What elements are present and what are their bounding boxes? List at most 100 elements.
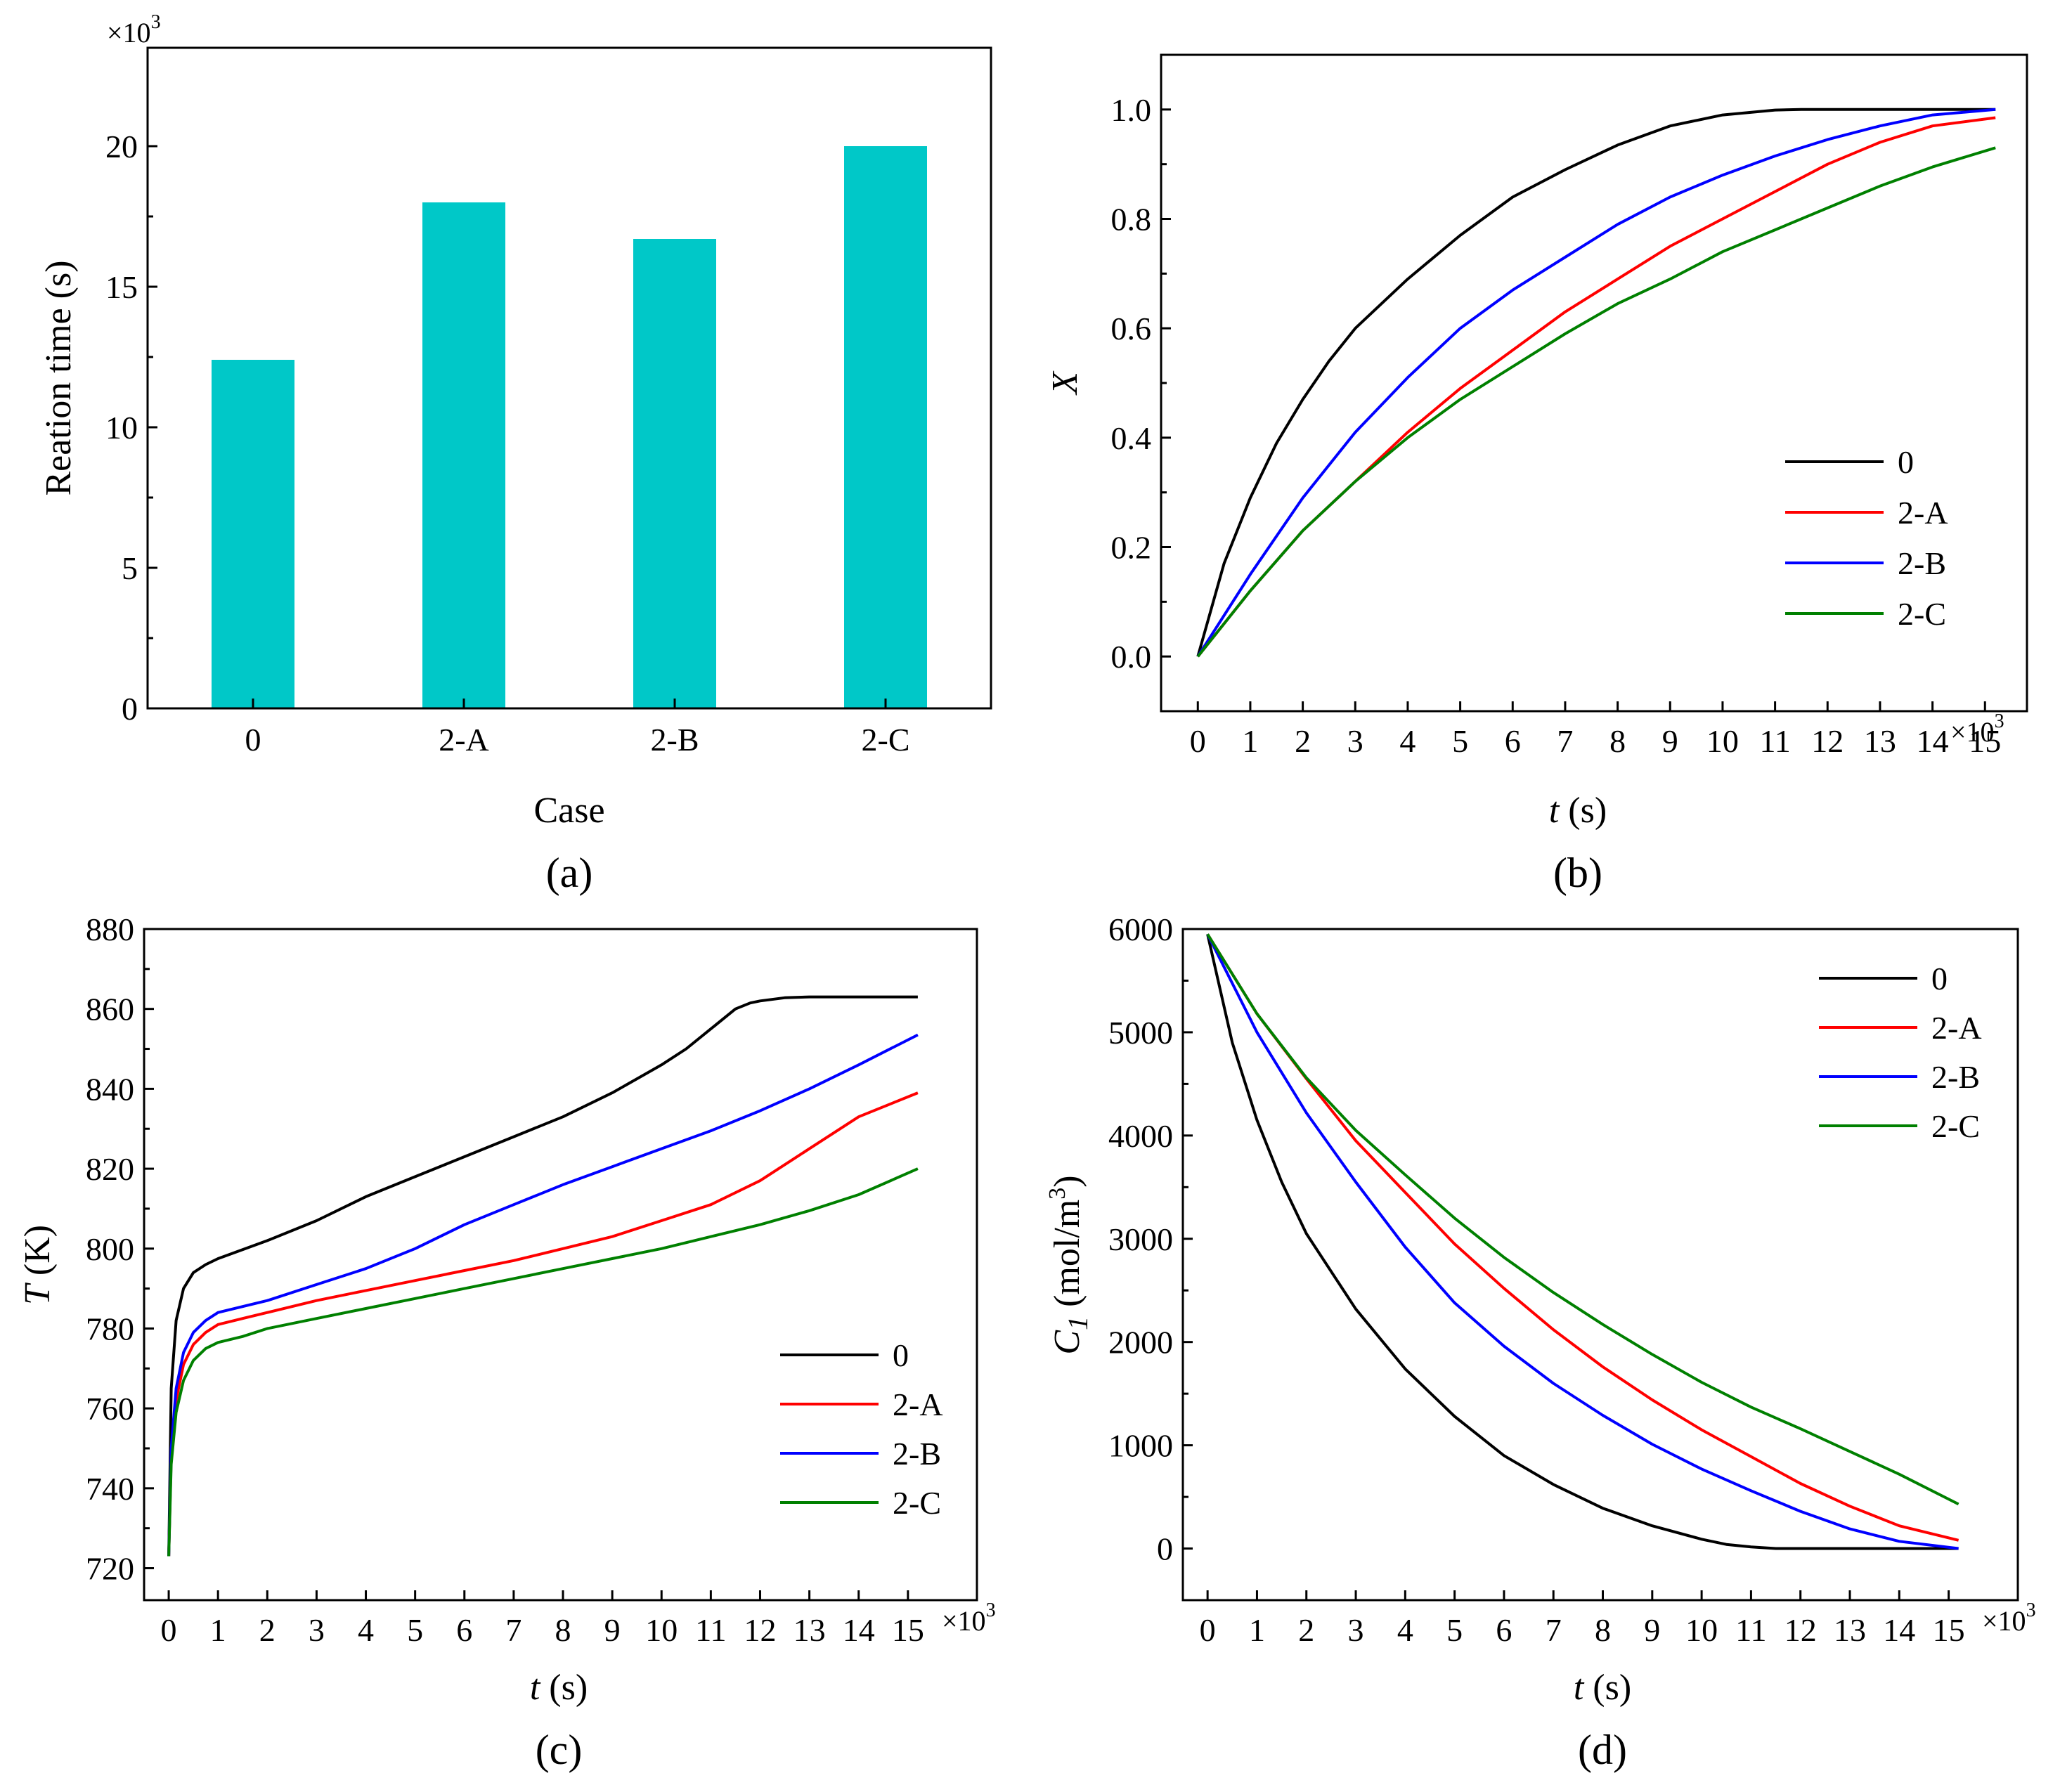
x-tick-label: 6 (456, 1612, 472, 1648)
series-line-2-A (167, 1091, 919, 1557)
x-tick-label: 14 (1917, 723, 1949, 759)
legend-label-2-A: 2-A (893, 1387, 943, 1422)
x-tick-label: 8 (1609, 723, 1626, 759)
legend-label-2-A: 2-A (1931, 1010, 1982, 1046)
y-tick-label: 4000 (1108, 1118, 1173, 1154)
y-tick-label: 0.2 (1111, 530, 1152, 566)
bar-series (212, 146, 927, 708)
y-axis-title: X (1045, 370, 1085, 396)
y-tick-label: 0.0 (1111, 639, 1152, 675)
x-tick-label: 4 (1397, 1612, 1413, 1648)
x-tick-label: 0 (1200, 1612, 1216, 1648)
y-tick-label: 740 (86, 1471, 134, 1507)
y-tick-label: 720 (86, 1551, 134, 1587)
y-tick-label: 0 (122, 691, 138, 727)
x-tick-label: 2 (1298, 1612, 1314, 1648)
y-axis-title: C1 (mol/m3) (1044, 1175, 1094, 1354)
bar-2-C (844, 146, 927, 708)
x-tick-label: 2 (1295, 723, 1311, 759)
x-tick-label: 15 (1969, 723, 2001, 759)
series-line-0 (167, 995, 918, 1557)
x-tick-label: 10 (645, 1612, 678, 1648)
legend: 0 2-A 2-B 2-C (1819, 961, 1982, 1144)
x-tick-label: 0 (1190, 723, 1206, 759)
x-tick-label: 2-C (862, 722, 910, 758)
y-tick-label: 0.6 (1111, 311, 1152, 346)
y-tick-label: 2000 (1108, 1325, 1173, 1361)
bar-2-A (422, 202, 505, 708)
x-tick-label: 11 (1759, 723, 1790, 759)
series-line-2-A (1196, 116, 1996, 658)
bar-2-B (633, 239, 716, 708)
y-tick-label: 5000 (1108, 1015, 1173, 1051)
y-axis: 0 5 10 15 20 (105, 129, 157, 727)
panel-label-a: (a) (546, 850, 593, 896)
line-series-group (167, 995, 919, 1557)
plot-frame (143, 928, 978, 1602)
y-tick-label: 20 (105, 129, 138, 164)
legend-label-0: 0 (893, 1337, 909, 1373)
x-tick-label: 12 (1784, 1612, 1817, 1648)
bar-0 (212, 360, 294, 708)
legend-label-0: 0 (1931, 961, 1948, 996)
legend-label-2-C: 2-C (893, 1485, 941, 1521)
legend-label-2-B: 2-B (1931, 1059, 1980, 1095)
series-line-2-C (1196, 146, 1996, 658)
x-axis: 0 2-A 2-B 2-C (245, 699, 910, 758)
x-tick-label: 0 (245, 722, 261, 758)
x-tick-label: 4 (358, 1612, 374, 1648)
y-tick-label: 840 (86, 1071, 134, 1107)
y-tick-label: 880 (86, 911, 134, 947)
y-tick-label: 3000 (1108, 1221, 1173, 1257)
x-multiplier-label: ×103 (942, 1599, 996, 1637)
x-tick-label: 3 (1348, 1612, 1364, 1648)
y-axis: 0 1000 2000 3000 4000 5000 6000 (1108, 911, 1193, 1567)
x-tick-label: 13 (1864, 723, 1896, 759)
legend-label-2-C: 2-C (1898, 596, 1946, 632)
x-tick-label: 6 (1505, 723, 1521, 759)
x-tick-label: 14 (1883, 1612, 1915, 1648)
x-tick-label: 13 (1834, 1612, 1866, 1648)
panel-label-c: (c) (536, 1727, 583, 1773)
y-tick-label: 760 (86, 1391, 134, 1427)
x-tick-label: 2-B (651, 722, 699, 758)
x-multiplier-label: ×103 (1950, 710, 2004, 748)
x-tick-label: 10 (1685, 1612, 1718, 1648)
x-tick-label: 11 (1735, 1612, 1766, 1648)
y-tick-label: 800 (86, 1231, 134, 1267)
x-tick-label: 4 (1399, 723, 1416, 759)
y-axis: 720 740 760 780 800 820 840 860 880 (86, 911, 154, 1587)
x-tick-label: 12 (744, 1612, 776, 1648)
x-tick-label: 11 (695, 1612, 726, 1648)
legend: 0 2-A 2-B 2-C (1785, 444, 1948, 632)
y-multiplier-label: ×103 (107, 11, 161, 48)
x-tick-label: 2 (259, 1612, 276, 1648)
y-tick-label: 0 (1157, 1531, 1173, 1567)
x-axis-title: t (s) (1549, 791, 1607, 831)
x-tick-label: 9 (1662, 723, 1678, 759)
y-tick-label: 15 (105, 269, 138, 305)
x-tick-label: 1 (1249, 1612, 1265, 1648)
x-tick-label: 8 (555, 1612, 571, 1648)
y-tick-label: 5 (122, 550, 138, 586)
x-tick-label: 0 (161, 1612, 177, 1648)
series-line-2-B (167, 1033, 919, 1557)
panel-label-b: (b) (1553, 850, 1602, 896)
legend: 0 2-A 2-B 2-C (780, 1337, 943, 1521)
x-axis: 0 1 2 3 4 5 6 7 8 9 10 11 12 13 14 15 (161, 1590, 924, 1648)
y-tick-label: 0.4 (1111, 420, 1152, 456)
y-tick-label: 860 (86, 992, 134, 1027)
panel-b-line-chart: 0.00.20.40.60.81.0 0 1 2 3 4 5 6 7 8 9 10 11 12 13 14 1… (1045, 53, 2028, 896)
x-tick-label: 3 (309, 1612, 325, 1648)
x-tick-label: 5 (1452, 723, 1468, 759)
x-tick-label: 15 (892, 1612, 924, 1648)
x-tick-label: 9 (1644, 1612, 1660, 1648)
y-tick-label: 780 (86, 1311, 134, 1346)
x-tick-label: 7 (505, 1612, 522, 1648)
legend-label-2-B: 2-B (893, 1436, 941, 1472)
x-axis-title: t (s) (530, 1668, 588, 1708)
x-multiplier-label: ×103 (1982, 1599, 2036, 1637)
x-tick-label: 1 (210, 1612, 226, 1648)
